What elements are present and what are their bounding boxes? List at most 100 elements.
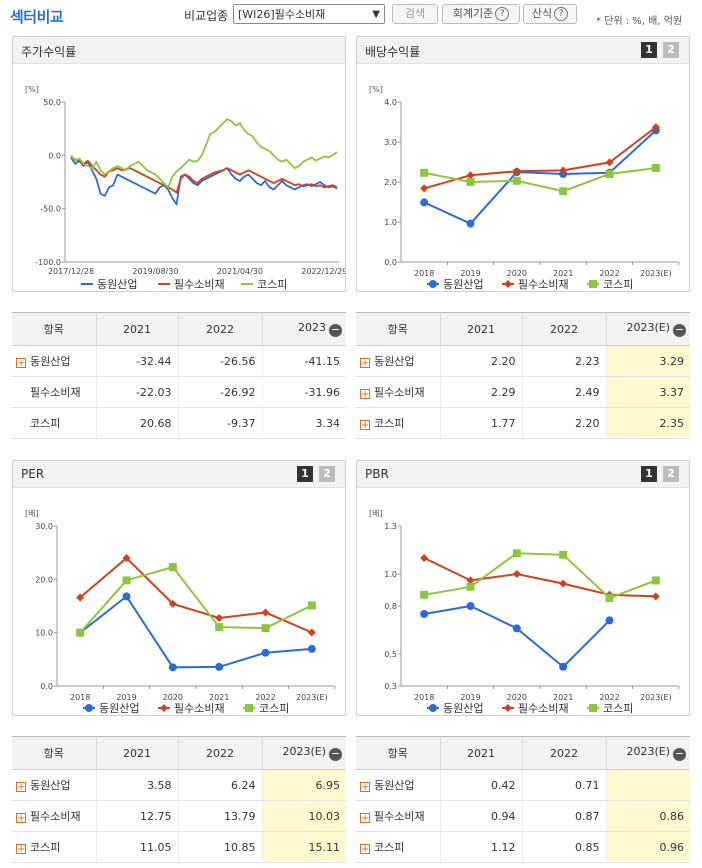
series-point [504,280,512,288]
expand-icon[interactable]: + [16,358,26,369]
help-icon[interactable]: ? [495,7,510,21]
table-cell: 0.42 [439,769,522,801]
series-point [160,704,168,712]
legend-label: 코스피 [257,278,287,291]
chart-tab-2[interactable]: 2 [663,466,679,482]
y-tick-label: 0.3 [384,682,397,691]
expand-icon[interactable]: + [16,844,26,855]
table-cell: 6.95 [261,769,346,801]
series-line [423,129,657,225]
table-cell: 0.96 [605,831,690,863]
column-header: 2021 [439,312,522,346]
column-header-label: 2021 [123,322,151,336]
table-cell: 10.03 [261,800,346,832]
chart-tab-1[interactable]: 1 [297,466,313,482]
series-point [420,168,429,177]
series-point [512,549,521,558]
per-table: 항목 2021 2022 2023(E) − + 동원산업 3.58 6.24 6.95 + 필수소비… [12,736,346,863]
column-header-label: 항목 [387,323,408,336]
column-header-label: 항목 [387,747,408,760]
x-tick-label: 2018 [414,693,434,702]
series-point [429,704,437,712]
expand-icon[interactable]: + [360,813,370,824]
row-label-cell: + 동원산업 [356,769,440,801]
row-label-cell: + 필수소비재 [12,800,96,832]
x-tick-label: 2019 [116,693,136,702]
series-point [512,570,521,578]
expand-icon[interactable]: + [16,782,26,793]
x-tick-label: 2022 [255,693,275,702]
series-point [215,623,224,632]
row-label: 동원산업 [374,779,415,792]
row-label: 동원산업 [374,355,415,368]
table-cell: -26.92 [177,376,262,408]
x-tick-label: 2020 [507,693,527,702]
y-tick-label: 3.0 [384,138,397,147]
column-header: 2021 [439,736,522,770]
column-header: 2021 [95,312,178,346]
expand-icon[interactable]: + [360,358,370,369]
table-cell: -26.56 [177,345,262,377]
series-line [423,604,611,669]
table-row: 필수소비재 -22.03 -26.92 -31.96 [12,376,346,408]
y-tick-label: 20.0 [35,575,53,584]
y-tick-label: 30.0 [35,522,53,531]
collapse-icon[interactable]: − [329,323,342,337]
column-header: 항목 [12,736,96,770]
x-tick-label: 2017/12/28 [48,267,94,276]
row-label-cell: + 코스피 [356,831,440,863]
legend-label: 필수소비재 [518,702,569,715]
chart-tab-2[interactable]: 2 [319,466,335,482]
legend-label: 필수소비재 [518,278,569,291]
series-point [76,628,85,637]
column-header-label: 2023 [298,321,326,334]
table-row: 코스피 20.68 -9.37 3.34 [12,407,346,439]
column-header: 항목 [356,312,440,346]
legend-label: 코스피 [259,702,289,715]
legend-label: 동원산업 [99,702,139,715]
column-header: 항목 [356,736,440,770]
y-tick-label: 1.0 [384,570,397,579]
x-tick-label: 2019/08/30 [132,267,178,276]
legend-label: 동원산업 [97,278,137,291]
table-cell: 1.12 [439,831,522,863]
series-point [168,599,177,608]
collapse-icon[interactable]: − [673,747,686,761]
table-cell: 2.35 [605,407,690,439]
expand-icon[interactable]: + [360,420,370,431]
expand-icon[interactable]: + [360,782,370,793]
dividend-yield-chart: [%]4.0 3.0 2.0 1.0 0.0 2018 2019 2020 2021 2022 20… [369,85,680,291]
table-cell: -31.96 [261,376,346,408]
row-label-cell: 필수소비재 [12,376,96,408]
row-label: 코스피 [30,841,61,854]
column-header: 2023− [261,312,346,346]
x-tick-label: 2021 [553,693,573,702]
series-point [466,602,475,610]
column-header-label: 2023(E) [626,745,670,758]
help-icon[interactable]: ? [554,7,569,21]
row-label-cell: + 필수소비재 [356,800,440,832]
chart-tab-2[interactable]: 2 [663,42,679,58]
panel-title: PBR [365,467,389,481]
search-button[interactable]: 검색 [392,4,438,24]
y-axis-unit: [%] [25,85,39,94]
row-label: 동원산업 [30,355,71,368]
y-tick-label: -100.0 [35,258,61,267]
y-tick-label: 0.8 [384,602,397,611]
column-header: 2023(E) − [605,312,690,346]
series-point [420,554,429,562]
accounting-standard-button[interactable]: 회계기준? [442,4,520,24]
table-cell: 13.79 [177,800,262,832]
expand-icon[interactable]: + [360,389,370,400]
sector-select[interactable]: [WI26]필수소비재 ▼ [233,4,385,24]
chart-tab-1[interactable]: 1 [641,42,657,58]
table-row: + 동원산업 3.58 6.24 6.95 [12,769,346,801]
series-point [85,704,93,712]
collapse-icon[interactable]: − [329,747,342,761]
legend-label: 동원산업 [443,278,483,291]
expand-icon[interactable]: + [16,813,26,824]
formula-button[interactable]: 산식? [523,4,577,24]
chart-tab-1[interactable]: 1 [641,466,657,482]
expand-icon[interactable]: + [360,844,370,855]
collapse-icon[interactable]: − [673,323,686,337]
